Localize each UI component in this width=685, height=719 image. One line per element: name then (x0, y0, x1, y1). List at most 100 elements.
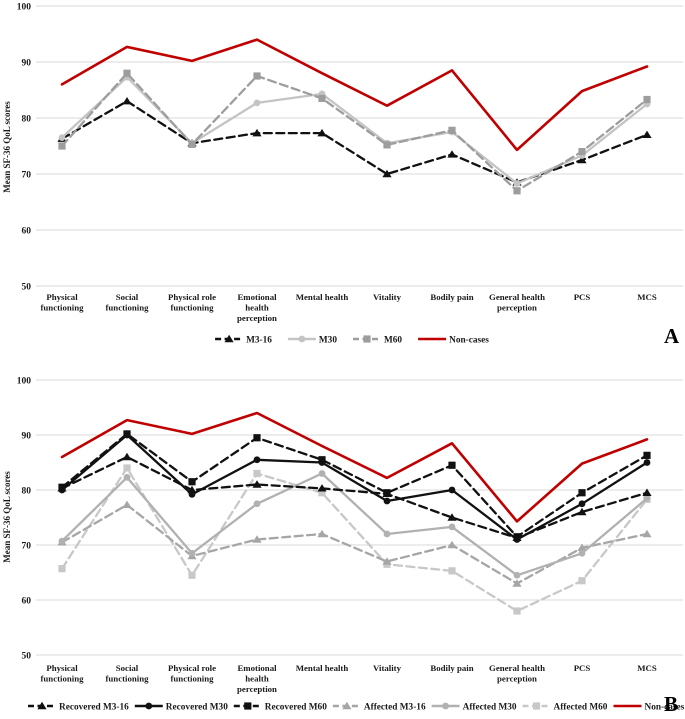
category-label-line: Vitality (373, 663, 402, 673)
legend-item-m3-16: M3-16 (215, 334, 272, 345)
data-point-marker (578, 500, 586, 508)
legend-item-m60: M60 (353, 335, 402, 345)
data-point-marker (253, 72, 261, 80)
data-point-marker (447, 513, 457, 521)
category-label-line: Physical role (168, 292, 216, 302)
legend-item-non-cases: Non-cases (613, 702, 685, 712)
data-point-marker (123, 430, 131, 438)
data-point-marker (382, 557, 392, 565)
y-axis-tick-label: 90 (22, 59, 32, 69)
legend: M3-16 M30 M60 Non-cases (215, 334, 489, 345)
data-point-marker (578, 577, 586, 585)
legend-marker-circle-icon (298, 335, 306, 343)
data-point-marker (317, 128, 327, 137)
data-point-marker (253, 500, 261, 508)
category-label-line: Vitality (373, 292, 402, 302)
data-point-marker (512, 579, 522, 587)
data-point-marker (58, 142, 66, 150)
category-label-line: functioning (170, 303, 214, 313)
data-point-marker (577, 543, 587, 551)
panel-a-label: A (664, 324, 680, 348)
category-label-line: functioning (105, 674, 149, 684)
category-label-line: perception (237, 313, 277, 323)
category-label-line: Physical role (168, 663, 216, 673)
x-axis-category-label: Emotional health perception (237, 292, 277, 323)
legend-item-label: M60 (384, 335, 402, 345)
data-point-marker (188, 140, 196, 148)
data-point-marker (383, 497, 391, 505)
data-point-marker (318, 456, 326, 464)
category-label-line: Mental health (296, 663, 349, 673)
legend-item-label: M3-16 (246, 335, 272, 345)
legend-item-affected-m60: Affected M60 (522, 702, 608, 712)
data-point-marker (448, 461, 456, 469)
y-axis-tick-label: 70 (22, 542, 32, 552)
legend-item-recovered-m60: Recovered M60 (233, 702, 327, 712)
data-point-marker (252, 480, 262, 488)
y-axis-tick-label: 80 (22, 115, 32, 125)
x-axis-category-label: General health perception (489, 663, 545, 684)
data-point-marker (577, 507, 587, 516)
category-label-line: Mental health (296, 292, 349, 302)
x-axis-category-label: MCS (637, 292, 657, 302)
data-point-marker (252, 128, 262, 137)
x-axis-category-label: PCS (574, 292, 591, 302)
data-point-marker (253, 99, 261, 107)
legend-item-label: Affected M60 (554, 702, 608, 712)
data-point-marker (252, 535, 262, 543)
category-label-line: Emotional (237, 292, 277, 302)
legend-item-label: Affected M30 (463, 702, 517, 712)
data-point-marker (382, 169, 392, 178)
data-point-marker (317, 484, 327, 492)
x-axis-category-label: Emotional health perception (237, 663, 277, 694)
legend-item-label: Recovered M30 (166, 702, 228, 712)
data-point-marker (383, 530, 391, 538)
data-point-marker (448, 126, 456, 134)
data-point-marker (448, 486, 456, 494)
category-label-line: Physical (46, 292, 78, 302)
data-point-marker (578, 489, 586, 497)
data-point-marker (122, 500, 132, 509)
legend-item-non-cases: Non-cases (418, 335, 489, 345)
category-label-line: Emotional (237, 663, 277, 673)
y-axis-tick-label: 100 (17, 3, 32, 13)
x-axis-category-label: Social functioning (105, 292, 149, 313)
data-point-marker (642, 488, 652, 496)
category-label-line: General health (489, 663, 545, 673)
data-point-marker (447, 150, 457, 158)
data-point-marker (253, 434, 261, 442)
category-label-line: Social (116, 292, 139, 302)
category-label-line: perception (237, 684, 277, 694)
x-axis-category-label: Mental health (296, 663, 349, 673)
data-point-marker (513, 571, 521, 579)
data-point-marker (642, 130, 652, 138)
legend-item-label: M30 (319, 335, 337, 345)
data-point-marker (513, 607, 521, 615)
data-point-marker (578, 549, 586, 557)
data-point-marker (513, 187, 521, 195)
category-label-line: Physical (46, 663, 78, 673)
series-line-affected-m30 (60, 472, 649, 577)
legend-item-recovered-m30: Recovered M30 (134, 702, 228, 712)
x-axis-category-label: Physical functioning (40, 292, 84, 313)
y-axis-tick-label: 50 (22, 652, 32, 662)
legend-item-m30: M30 (287, 335, 337, 345)
series-line-m60 (60, 72, 649, 192)
panel-b-label: B (664, 692, 679, 716)
category-label-line: perception (497, 674, 537, 684)
x-axis-category-label: PCS (574, 663, 591, 673)
category-label-line: functioning (40, 303, 84, 313)
data-point-marker (123, 69, 131, 77)
category-label-line: health (245, 303, 269, 313)
legend-marker-circle-icon (442, 702, 449, 710)
y-axis-tick-label: 60 (22, 227, 32, 237)
legend-item-label: Recovered M60 (265, 702, 327, 712)
panel-b-y-axis-title: Mean SF-36 QoL scores (2, 471, 12, 563)
category-label-line: Bodily pain (430, 663, 473, 673)
legend-marker-square-icon (244, 702, 252, 710)
y-axis-tick-label: 50 (22, 283, 32, 293)
legend-item-label: Non-cases (449, 335, 489, 345)
category-label-line: PCS (574, 663, 591, 673)
x-axis-category-label: Mental health (296, 292, 349, 302)
y-axis-tick-label: 100 (17, 377, 32, 387)
